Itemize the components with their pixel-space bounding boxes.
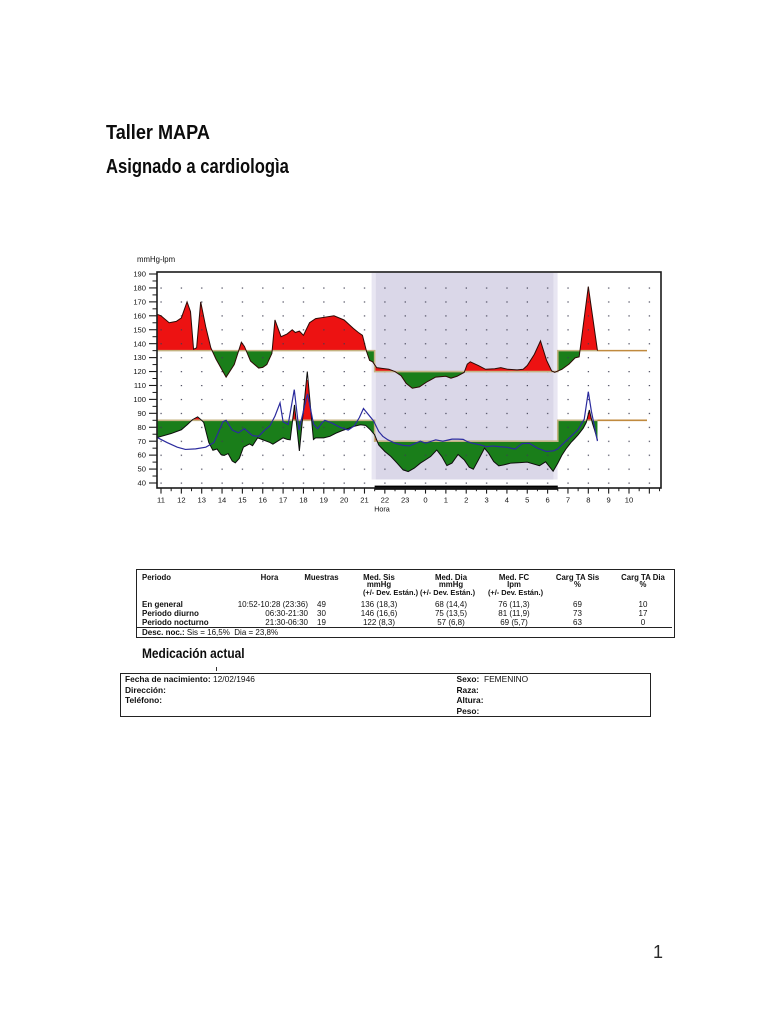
svg-text:12: 12 [177,496,185,505]
svg-text:180: 180 [133,284,146,293]
svg-text:11: 11 [157,496,165,505]
svg-text:40: 40 [138,479,146,488]
svg-text:110: 110 [134,381,146,390]
svg-text:Hora: Hora [374,505,390,514]
svg-text:3: 3 [484,496,488,505]
svg-text:170: 170 [133,297,146,306]
svg-text:18: 18 [299,496,307,505]
svg-text:160: 160 [133,311,146,320]
svg-text:14: 14 [218,496,226,505]
svg-text:9: 9 [607,496,611,505]
svg-text:23: 23 [401,496,409,505]
svg-text:2: 2 [464,496,468,505]
svg-text:13: 13 [197,496,205,505]
svg-text:10: 10 [625,496,633,505]
svg-text:90: 90 [138,409,146,418]
svg-text:4: 4 [505,496,509,505]
svg-text:20: 20 [340,496,348,505]
svg-text:5: 5 [525,496,529,505]
svg-text:16: 16 [259,496,267,505]
svg-text:8: 8 [586,496,590,505]
svg-text:mmHg-lpm: mmHg-lpm [137,255,175,264]
svg-text:22: 22 [381,496,389,505]
svg-text:70: 70 [138,437,146,446]
svg-text:19: 19 [320,496,328,505]
svg-text:0: 0 [423,496,427,505]
svg-text:80: 80 [138,423,146,432]
svg-text:17: 17 [279,496,287,505]
svg-text:15: 15 [238,496,246,505]
svg-text:120: 120 [133,367,146,376]
svg-text:7: 7 [566,496,570,505]
svg-text:6: 6 [545,496,549,505]
svg-text:100: 100 [133,395,146,404]
svg-text:1: 1 [444,496,448,505]
svg-text:50: 50 [138,465,146,474]
svg-text:21: 21 [360,496,368,505]
svg-text:60: 60 [138,451,146,460]
svg-text:140: 140 [133,339,146,348]
svg-text:130: 130 [133,353,146,362]
svg-text:190: 190 [133,270,146,279]
svg-text:150: 150 [133,325,146,334]
